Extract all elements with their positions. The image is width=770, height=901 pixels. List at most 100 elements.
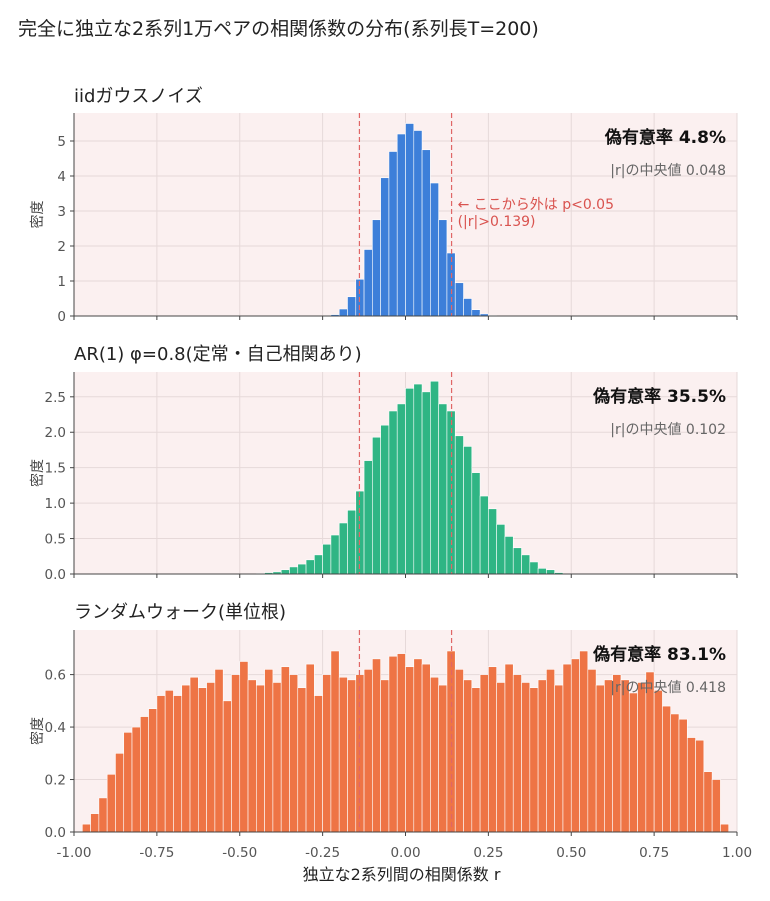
histogram-bar xyxy=(322,674,332,833)
histogram-bar xyxy=(587,669,597,833)
histogram-bar xyxy=(405,388,415,575)
false-positive-rate: 偽有意率 35.5% xyxy=(592,386,726,407)
median-abs-r: |r|の中央値 0.418 xyxy=(610,680,726,696)
histogram-bar xyxy=(380,424,390,575)
histogram-bar xyxy=(537,679,547,833)
histogram-bar xyxy=(372,219,381,317)
histogram-bar xyxy=(604,679,613,833)
histogram-bar xyxy=(463,679,473,833)
histogram-bar xyxy=(579,650,589,833)
x-tick-label: -0.75 xyxy=(139,845,174,861)
histogram-bar xyxy=(421,663,431,833)
histogram-bar xyxy=(372,436,381,575)
histogram-bar xyxy=(156,695,166,833)
histogram-bar xyxy=(595,684,605,833)
histogram-bar xyxy=(620,679,630,833)
histogram-bar xyxy=(546,569,555,575)
histogram-bar xyxy=(653,690,663,833)
median-abs-r: |r|の中央値 0.102 xyxy=(610,422,726,438)
histogram-bar xyxy=(314,554,323,575)
histogram-bar xyxy=(189,676,199,833)
histogram-bar xyxy=(338,308,348,317)
histogram-bar xyxy=(454,435,464,575)
histogram-bar xyxy=(305,559,315,575)
histogram-bar xyxy=(496,524,506,575)
histogram-bar xyxy=(463,298,473,317)
histogram-bar xyxy=(363,249,373,317)
x-tick-label: 1.00 xyxy=(722,845,752,861)
y-tick-label: 0.2 xyxy=(45,773,66,789)
histogram-bar xyxy=(396,653,406,833)
histogram-bar xyxy=(488,666,497,833)
histogram-bar xyxy=(637,682,647,833)
histogram-bar xyxy=(239,661,249,833)
histogram-bar xyxy=(338,522,348,575)
histogram-bar xyxy=(98,797,108,833)
x-tick-label: -1.00 xyxy=(57,845,92,861)
histogram-bar xyxy=(314,695,323,833)
histogram-bar xyxy=(430,182,439,317)
y-tick-label: 0.6 xyxy=(45,668,66,684)
histogram-bar xyxy=(562,663,572,833)
histogram-bar xyxy=(695,739,705,833)
y-tick-label: 0 xyxy=(57,309,66,325)
x-tick-label: 0.50 xyxy=(556,845,586,861)
x-tick-label: -0.25 xyxy=(305,845,340,861)
histogram-bar xyxy=(720,823,730,833)
x-axis-label: 独立な2系列間の相関係数 r xyxy=(303,865,501,884)
histogram-bar xyxy=(148,708,158,833)
histogram-bar xyxy=(363,669,373,833)
histogram-bar xyxy=(90,813,100,833)
threshold-annotation: ← ここから外は p<0.05 xyxy=(458,197,614,213)
y-tick-label: 1.5 xyxy=(45,461,66,477)
histogram-bar xyxy=(628,692,638,833)
histogram-bar xyxy=(198,687,207,833)
y-axis-label: 密度 xyxy=(29,459,46,487)
histogram-bar xyxy=(405,123,415,317)
histogram-bar xyxy=(504,663,514,833)
histogram-bar xyxy=(438,403,448,575)
histogram-bar xyxy=(322,543,332,575)
y-tick-label: 5 xyxy=(57,134,66,150)
histogram-bar xyxy=(173,695,183,833)
histogram-bar xyxy=(289,674,299,833)
figure-title: 完全に独立な2系列1万ペアの相関係数の分布(系列長T=200) xyxy=(18,18,539,40)
histogram-bar xyxy=(131,726,141,833)
y-tick-label: 1 xyxy=(57,274,66,290)
histogram-bar xyxy=(454,669,464,833)
histogram-bar xyxy=(280,666,290,833)
histogram-bar xyxy=(554,684,564,833)
histogram-bar xyxy=(521,682,531,833)
histogram-bar xyxy=(380,679,390,833)
histogram-bar xyxy=(214,669,224,833)
histogram-bar xyxy=(256,684,265,833)
histogram-bar xyxy=(206,682,216,833)
y-tick-label: 2.0 xyxy=(45,425,66,441)
histogram-bar xyxy=(521,554,531,575)
histogram-bar xyxy=(512,674,522,833)
histogram-bar xyxy=(347,509,357,575)
y-tick-label: 0.0 xyxy=(45,567,66,583)
histogram-bar xyxy=(289,566,299,575)
histogram-bar xyxy=(106,773,116,833)
histogram-bar xyxy=(662,705,671,833)
histogram-bar xyxy=(670,713,680,833)
histogram-bar xyxy=(330,650,340,833)
histogram-bar xyxy=(430,676,439,833)
histogram-bar xyxy=(678,718,688,833)
y-tick-label: 0.4 xyxy=(45,720,66,736)
histogram-bar xyxy=(529,687,539,833)
histogram-bar xyxy=(388,151,398,317)
false-positive-rate: 偽有意率 83.1% xyxy=(592,644,726,665)
histogram-bar xyxy=(463,446,473,575)
y-tick-label: 3 xyxy=(57,204,66,220)
histogram-bar xyxy=(363,460,373,575)
histogram-bar xyxy=(297,563,307,575)
panel-title: AR(1) φ=0.8(定常・自己相関あり) xyxy=(74,344,362,365)
histogram-bar xyxy=(338,676,348,833)
histogram-bar xyxy=(512,547,522,575)
histogram-bar xyxy=(297,687,307,833)
x-tick-label: 0.25 xyxy=(473,845,503,861)
histogram-bar xyxy=(537,568,547,575)
histogram-bar xyxy=(504,536,514,575)
